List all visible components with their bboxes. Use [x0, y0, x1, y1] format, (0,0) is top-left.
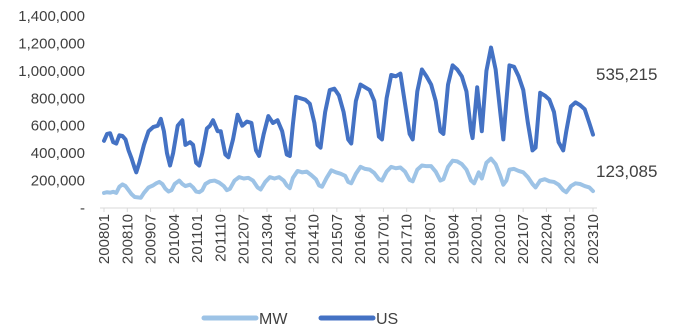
- x-tick-label: 202010: [492, 214, 509, 264]
- x-axis-ticks: 200801 200810 200907 201004 201101 201110 2012…: [96, 208, 602, 264]
- series-line-us: [102, 45, 595, 175]
- y-tick-label: 1,000,000: [18, 63, 85, 80]
- x-tick-label: 201101: [189, 214, 206, 263]
- x-tick-label: 200810: [119, 214, 136, 264]
- series-line-mw: [102, 156, 595, 200]
- x-tick-label: 201604: [352, 214, 369, 264]
- y-tick-label: 400,000: [31, 145, 85, 162]
- x-tick-label: 202107: [515, 214, 532, 264]
- x-tick-label: 200801: [96, 214, 113, 264]
- series-layer: [102, 45, 595, 200]
- x-tick-label: 201507: [329, 214, 346, 264]
- x-tick-label: 201904: [445, 214, 462, 264]
- x-tick-label: 202310: [585, 214, 602, 264]
- x-tick-label: 201110: [212, 214, 229, 262]
- x-tick-label: 202204: [538, 214, 555, 264]
- x-tick-label: 201701: [375, 214, 392, 264]
- end-labels: 123,085 535,215: [596, 65, 657, 181]
- y-tick-label: 1,200,000: [18, 35, 85, 52]
- y-tick-label: -: [80, 200, 85, 217]
- y-axis-ticks: - 200,000 400,000 600,000 800,000 1,000,000 1,…: [18, 8, 85, 217]
- x-tick-label: 201207: [236, 214, 253, 264]
- y-tick-label: 600,000: [31, 118, 85, 135]
- y-tick-label: 1,400,000: [18, 8, 85, 25]
- end-label-mw: 123,085: [596, 162, 657, 181]
- x-tick-label: 201710: [399, 214, 416, 264]
- x-tick-label: 201410: [306, 214, 323, 264]
- legend: MW US: [201, 311, 398, 328]
- x-tick-label: 201807: [422, 214, 439, 264]
- y-tick-label: 800,000: [31, 90, 85, 107]
- x-tick-label: 201401: [282, 214, 299, 264]
- y-tick-label: 200,000: [31, 173, 85, 190]
- legend-label-mw: MW: [259, 311, 288, 328]
- x-tick-label: 202301: [562, 214, 579, 264]
- x-tick-label: 201004: [166, 214, 183, 264]
- x-tick-label: 201304: [259, 214, 276, 264]
- x-tick-label: 200907: [143, 214, 160, 264]
- legend-label-us: US: [376, 311, 398, 328]
- end-label-us: 535,215: [596, 65, 657, 84]
- x-tick-label: 202001: [469, 214, 486, 264]
